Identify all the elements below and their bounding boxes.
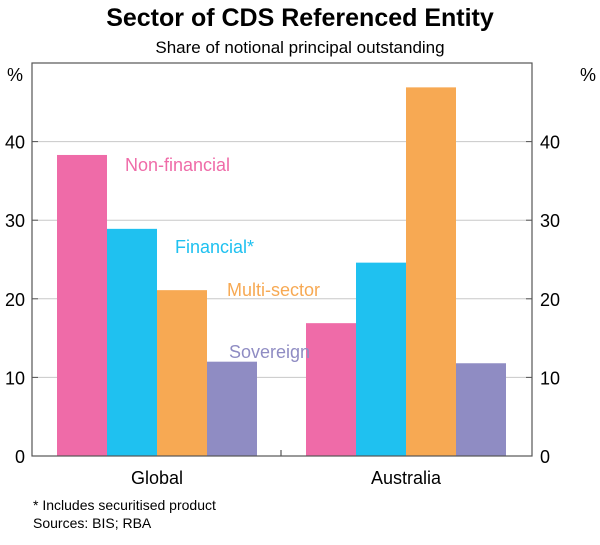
bar-australia-1	[356, 262, 406, 456]
y-tick-label-left: 30	[5, 211, 25, 231]
series-label: Financial*	[175, 237, 254, 257]
bar-australia-2	[406, 87, 456, 456]
y-unit-left: %	[7, 65, 23, 85]
y-tick-label-right: 0	[540, 447, 550, 467]
bar-global-2	[157, 290, 207, 456]
y-tick-label-right: 10	[540, 368, 560, 388]
chart-title: Sector of CDS Referenced Entity	[106, 4, 494, 32]
y-tick-label-right: 40	[540, 133, 560, 153]
y-tick-label-left: 0	[15, 447, 25, 467]
series-label: Sovereign	[229, 342, 310, 362]
bar-global-1	[107, 228, 157, 456]
series-label: Non-financial	[125, 155, 230, 175]
x-tick-label: Australia	[371, 468, 442, 488]
series-label: Multi-sector	[227, 280, 320, 300]
y-tick-label-left: 10	[5, 368, 25, 388]
footnote: * Includes securitised product	[33, 497, 216, 513]
x-tick-label: Global	[131, 468, 183, 488]
y-tick-label-right: 30	[540, 211, 560, 231]
sources: Sources: BIS; RBA	[33, 515, 152, 531]
y-unit-right: %	[580, 65, 596, 85]
y-tick-label-left: 40	[5, 133, 25, 153]
bar-australia-0	[306, 323, 356, 456]
bar-australia-3	[456, 363, 506, 456]
chart-subtitle: Share of notional principal outstanding	[155, 38, 445, 57]
bar-global-3	[207, 361, 257, 456]
plot-frame	[31, 62, 533, 457]
y-tick-label-left: 20	[5, 290, 25, 310]
bar-global-0	[57, 154, 107, 456]
y-tick-label-right: 20	[540, 290, 560, 310]
